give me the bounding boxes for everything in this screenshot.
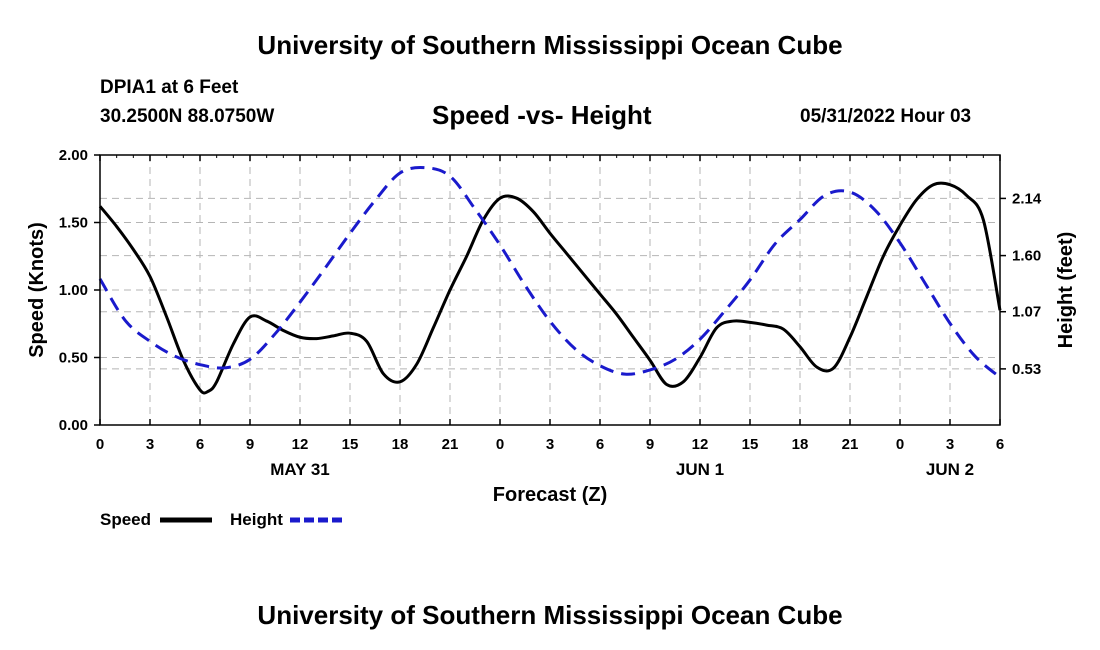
y-tick-label-left: 0.50 [59, 350, 88, 367]
y-tick-label-right: 0.53 [1012, 361, 1041, 378]
x-tick-label: 3 [146, 436, 154, 453]
date-label: JUN 2 [926, 460, 974, 479]
y-tick-label-left: 1.50 [59, 215, 88, 232]
chart-title: Speed -vs- Height [432, 100, 652, 130]
date-label: JUN 1 [676, 460, 724, 479]
x-axis-label: Forecast (Z) [493, 484, 607, 506]
x-tick-label: 12 [292, 436, 309, 453]
x-tick-label: 3 [946, 436, 954, 453]
series-height-line [98, 166, 1001, 379]
x-tick-label: 0 [96, 436, 104, 453]
x-tick-label: 6 [996, 436, 1004, 453]
legend-speed-label: Speed [100, 510, 151, 529]
y-tick-label-right: 1.07 [1012, 304, 1041, 321]
x-tick-label: 3 [546, 436, 554, 453]
station-label: DPIA1 at 6 Feet [100, 77, 239, 98]
y-axis-label-left: Speed (Knots) [26, 222, 48, 358]
axis-ticks: 0 3 6 9 12 15 18 21 0 3 6 9 12 15 18 21 0 3 6 0.00 0.50 1.00 1… [59, 147, 1042, 479]
y-tick-label-right: 2.14 [1012, 190, 1042, 207]
page-title: University of Southern Mississippi Ocean… [257, 30, 843, 60]
y-tick-label-left: 1.00 [59, 282, 88, 299]
series-speed-line [98, 181, 1002, 395]
legend-height-label: Height [230, 510, 283, 529]
legend: Speed Height [100, 510, 342, 529]
x-tick-label: 12 [692, 436, 709, 453]
x-tick-label: 15 [742, 436, 759, 453]
x-tick-label: 6 [596, 436, 604, 453]
x-tick-label: 21 [442, 436, 459, 453]
x-tick-label: 0 [496, 436, 504, 453]
x-tick-label: 6 [196, 436, 204, 453]
x-tick-label: 15 [342, 436, 359, 453]
x-tick-label: 9 [646, 436, 654, 453]
grid-lines [100, 155, 1000, 425]
footer-title: University of Southern Mississippi Ocean… [257, 600, 843, 630]
station-coordinates: 30.2500N 88.0750W [100, 106, 275, 127]
y-tick-label-left: 2.00 [59, 147, 88, 164]
x-tick-label: 9 [246, 436, 254, 453]
y-tick-label-left: 0.00 [59, 417, 88, 434]
y-tick-label-right: 1.60 [1012, 248, 1041, 265]
x-tick-label: 18 [392, 436, 409, 453]
x-tick-label: 21 [842, 436, 859, 453]
y-axis-label-right: Height (feet) [1055, 232, 1077, 349]
series-layer [98, 166, 1002, 395]
x-tick-label: 18 [792, 436, 809, 453]
date-label: MAY 31 [270, 460, 330, 479]
forecast-datetime: 05/31/2022 Hour 03 [800, 106, 972, 127]
x-tick-label: 0 [896, 436, 904, 453]
